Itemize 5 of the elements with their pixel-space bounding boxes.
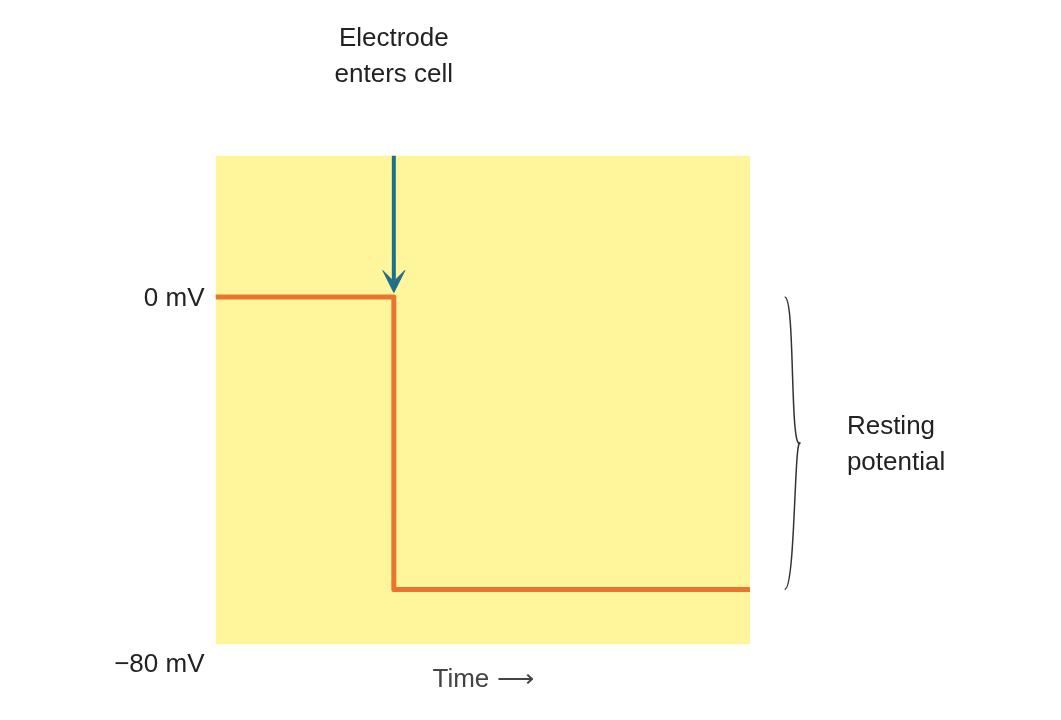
x-axis-title: Time ⟶ <box>432 662 534 693</box>
text: Resting potential <box>846 410 946 477</box>
y-tick-label: 0 mV <box>143 282 206 313</box>
y-tick-label: −80 mV <box>114 647 206 678</box>
text: Electrode enters cell <box>334 21 454 88</box>
